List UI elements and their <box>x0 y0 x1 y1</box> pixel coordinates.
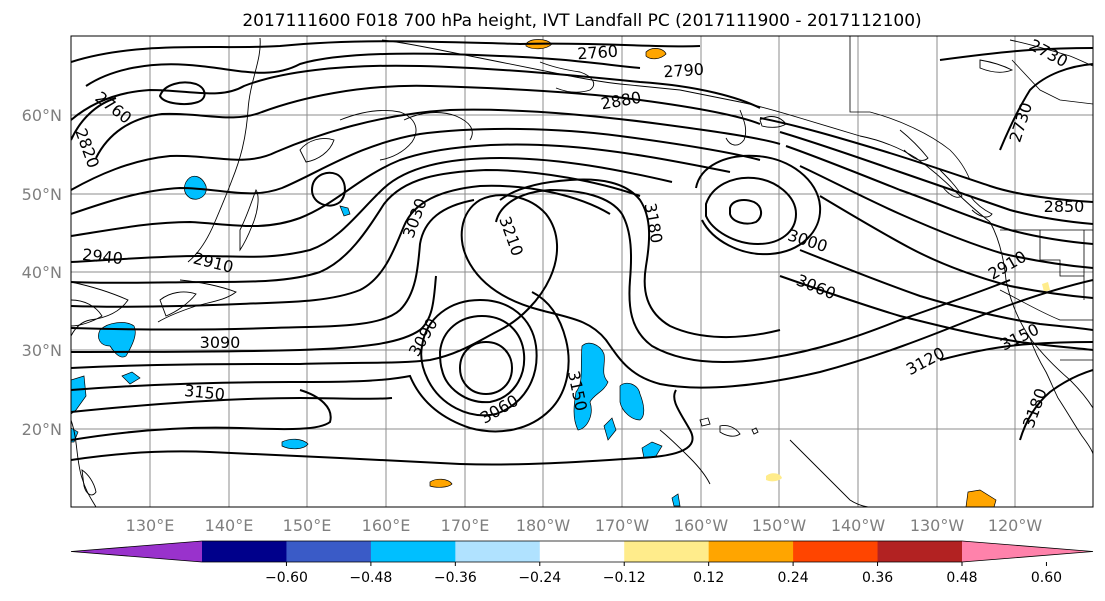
height-contours <box>71 40 1093 466</box>
map-title: 2017111600 F018 700 hPa height, IVT Land… <box>242 11 921 31</box>
colorbar-tick-label: −0.48 <box>349 570 392 586</box>
lon-label: 160°E <box>362 516 411 535</box>
lon-label: 180°W <box>516 516 571 535</box>
lon-label: 160°W <box>674 516 729 535</box>
colorbar-extend-low <box>71 541 202 562</box>
colorbar-segment <box>455 541 541 562</box>
colorbar-outline <box>70 540 1094 563</box>
contour-label: 2940 <box>81 245 123 268</box>
pos-shade-region <box>429 478 453 488</box>
lon-label: 130°E <box>126 516 175 535</box>
graticule <box>71 36 1093 507</box>
ivt-shading <box>71 39 1050 507</box>
colorbar-ticks: −0.60 −0.48 −0.36 −0.24 −0.12 0.12 0.24 0.36 0.4… <box>265 562 1062 586</box>
neg-shade-region <box>619 382 645 421</box>
colorbar-tick-label: −0.12 <box>603 570 646 586</box>
contour-label: 3090 <box>200 333 241 352</box>
colorbar-tick-label: 0.48 <box>946 570 977 586</box>
colorbar-tick-label: 0.36 <box>862 570 893 586</box>
colorbar-segment <box>624 541 710 562</box>
colorbar-extend-high <box>962 541 1093 562</box>
colorbar-segment <box>793 541 879 562</box>
colorbar-segment <box>370 541 456 562</box>
colorbar-tick-label: −0.60 <box>265 570 308 586</box>
contour-label: 2760 <box>577 42 619 64</box>
lon-label: 170°E <box>441 516 490 535</box>
lat-label: 30°N <box>22 341 62 360</box>
pos-shade-region <box>645 48 667 60</box>
lon-label: 140°E <box>205 516 254 535</box>
neg-shade-region <box>671 493 681 507</box>
lat-label: 50°N <box>22 185 62 204</box>
colorbar-segment <box>539 541 625 562</box>
lon-label: 170°W <box>595 516 650 535</box>
colorbar-tick-label: −0.24 <box>518 570 561 586</box>
lon-labels: 130°E 140°E 150°E 160°E 170°E 180°W 170°… <box>126 516 1043 535</box>
neg-shade-region <box>98 322 136 358</box>
lon-label: 150°W <box>752 516 807 535</box>
lon-label: 130°W <box>910 516 965 535</box>
neg-shade-region <box>281 438 309 450</box>
colorbar-tick-label: 0.60 <box>1031 570 1062 586</box>
colorbar-tick-label: 0.24 <box>778 570 809 586</box>
lat-label: 20°N <box>22 420 62 439</box>
neg-shade-region <box>71 375 87 415</box>
contour-label: 2850 <box>1044 197 1085 216</box>
colorbar-segment <box>877 541 963 562</box>
contour-label: 3150 <box>183 381 225 404</box>
colorbar <box>70 540 1094 563</box>
colorbar-tick-label: 0.12 <box>693 570 724 586</box>
neg-shade-region <box>603 417 617 441</box>
lat-label: 40°N <box>22 263 62 282</box>
contour-label: 2790 <box>663 60 705 82</box>
lon-label: 140°W <box>831 516 886 535</box>
lat-label: 60°N <box>22 106 62 125</box>
map-frame <box>70 35 1094 508</box>
lon-label: 150°E <box>283 516 332 535</box>
coastlines <box>71 37 1093 507</box>
colorbar-tick-label: −0.36 <box>434 570 477 586</box>
borders <box>849 36 1093 361</box>
lat-labels: 20°N 30°N 40°N 50°N 60°N <box>22 106 62 439</box>
pos-light-region <box>1042 282 1050 292</box>
neg-shade-region <box>573 342 609 431</box>
colorbar-segment <box>202 541 287 562</box>
neg-shade-region <box>641 441 663 459</box>
neg-shade-region <box>121 371 141 385</box>
lon-label: 120°W <box>988 516 1043 535</box>
neg-shade-region <box>339 205 351 217</box>
pos-shade-region <box>965 489 997 507</box>
colorbar-segment <box>708 541 794 562</box>
colorbar-segment <box>286 541 372 562</box>
pos-light-region <box>766 473 782 482</box>
